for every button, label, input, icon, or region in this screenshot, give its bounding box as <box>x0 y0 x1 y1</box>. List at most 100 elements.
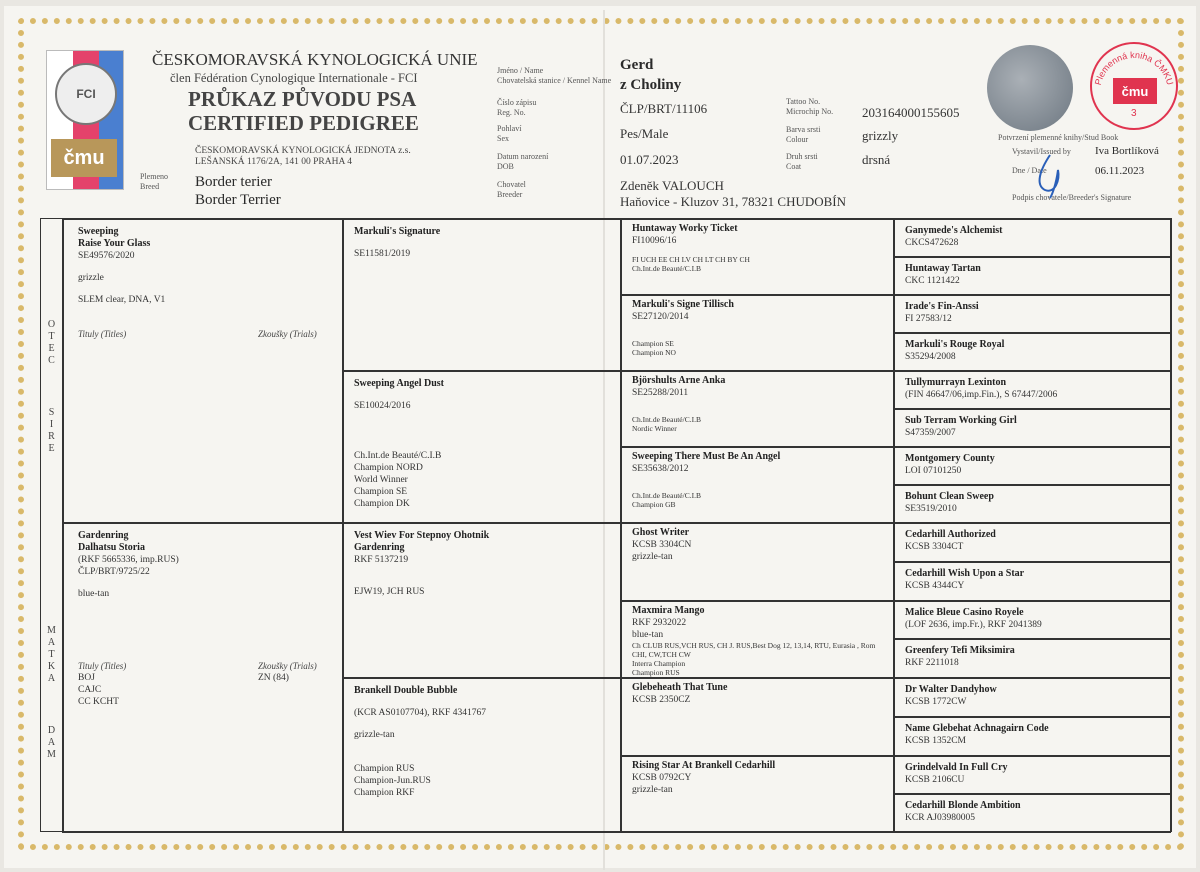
spacer <box>354 238 610 248</box>
ancestor-name: Ganymede's Alchemist <box>905 225 1003 236</box>
ancestor-name: Sweeping Angel Dust <box>354 378 445 389</box>
pedigree-cell-4: Name Glebehat Achnagairn Code KCSB 1352CM <box>894 716 1171 756</box>
title-item: Champion RKF <box>354 788 415 798</box>
cmu-emblem: čmu <box>51 139 117 177</box>
dog-kennel: z Choliny <box>620 77 682 93</box>
ancestor-name: Malice Bleue Casino Royele <box>905 606 1024 618</box>
ancestor-detail: grizzle-tan <box>632 784 673 795</box>
titles-label: Tituly (Titles) <box>78 661 127 671</box>
titles-column: Tituly (Titles) <box>78 328 258 340</box>
issue-date: 06.11.2023 <box>1095 165 1145 177</box>
title-item: Champion DK <box>354 499 410 509</box>
reg-label-cz: Číslo zápisu <box>497 98 537 107</box>
ancestor-titles: Ch CLUB RUS,VCH RUS, CH J. RUS,Best Dog … <box>632 641 883 677</box>
trial-item: ZN (84) <box>258 673 289 683</box>
ancestor-reg: KCSB 1772CW <box>905 697 967 707</box>
ancestor-detail: KCSB 2350CZ <box>632 695 691 705</box>
breed-cz: Border terier <box>195 174 273 190</box>
ancestor-detail: ČLP/BRT/9725/22 <box>78 567 150 577</box>
ancestor-name: Tullymurrayn Lexinton <box>905 377 1007 388</box>
pedigree-cell-1: Sweeping Raise Your Glass SE49576/2020 griz… <box>63 219 343 523</box>
pedigree-cell-4: Grindelvald In Full Cry KCSB 2106CU <box>894 755 1171 795</box>
sex-label-cz: Pohlaví <box>497 124 522 133</box>
title-item: Champion RUS <box>632 667 680 677</box>
reg-label-en: Reg. No. <box>497 108 526 117</box>
ancestor-reg: KCSB 4344CY <box>905 580 965 591</box>
pedigree-cell-2: Sweeping Angel Dust SE10024/2016 Ch.Int.de… <box>343 371 621 523</box>
ornamental-border <box>18 18 1184 850</box>
ancestor-reg: KCSB 3304CT <box>905 542 964 552</box>
pedigree-cell-4: Bohunt Clean Sweep SE3519/2010 <box>894 485 1171 523</box>
dob-label-en: DOB <box>497 162 514 171</box>
trials-label: Zkoušky (Trials) <box>258 661 317 671</box>
ancestor-name: Dr Walter Dandyhow <box>905 684 997 695</box>
ancestor-reg: (FIN 46647/06,imp.Fin.), S 67447/2006 <box>905 390 1058 400</box>
name-label-en: Chovatelská stanice / Kennel Name <box>497 76 612 85</box>
dog-sex: Pes/Male <box>620 126 669 141</box>
ancestor-reg: RKF 2211018 <box>905 658 959 669</box>
titles-trials: Tituly (Titles) Zkoušky (Trials) <box>78 328 328 340</box>
pedigree-cell-4: Montgomery County LOI 07101250 <box>894 447 1171 485</box>
pedigree-cell-3: Björshults Arne Anka SE25288/2011 Ch.Int.d… <box>621 371 894 447</box>
title-item: Ch.Int.de Beauté/C.I.B <box>632 264 701 273</box>
coat-value: drsná <box>862 152 891 167</box>
breed-en: Border Terrier <box>195 192 281 208</box>
issuer-line2: LEŠANSKÁ 1176/2A, 141 00 PRAHA 4 <box>195 157 352 167</box>
ancestor-reg: CKCS472628 <box>905 238 959 248</box>
ancestor-detail: SE49576/2020 <box>78 251 135 261</box>
title-item: Champion-Jun.RUS <box>354 776 431 786</box>
title-item: Ch.Int.de Beauté/C.I.B <box>354 451 442 461</box>
ancestor-name: Maxmira Mango <box>632 604 705 616</box>
fci-cmu-logo: FCI čmu <box>46 50 124 190</box>
pedigree-cell-4: Greenfery Tefi Miksimira RKF 2211018 <box>894 639 1171 678</box>
title-item: Ch.Int.de Beauté/C.I.B <box>632 415 701 424</box>
ancestor-name: Sweeping <box>78 226 119 237</box>
title-item: FI UCH EE CH LV CH LT CH BY CH <box>632 255 750 264</box>
stamp-logo: čmu <box>1113 78 1157 104</box>
ancestor-reg: KCSB 2106CU <box>905 774 965 785</box>
ancestor-detail: EJW19, JCH RUS <box>354 587 425 597</box>
ancestor-reg: S35294/2008 <box>905 352 956 362</box>
ancestor-detail: RKF 5137219 <box>354 555 409 565</box>
sex-label-en: Sex <box>497 134 509 143</box>
pedigree-cell-4: Dr Walter Dandyhow KCSB 1772CW <box>894 678 1171 717</box>
breed-label-cz: Plemeno <box>140 172 168 181</box>
titles-trials: Tituly (Titles) BOJ CAJC CC KCHT Zkoušky (Tr… <box>78 660 328 708</box>
ancestor-reg: CKC 1121422 <box>905 276 960 286</box>
ancestor-detail: grizzle <box>78 273 104 283</box>
ancestor-titles: Ch.Int.de Beauté/C.I.B Champion NORD World… <box>354 450 610 510</box>
ancestor-detail: blue-tan <box>632 629 664 640</box>
name-label-cz: Jméno / Name <box>497 66 544 75</box>
title-item: Champion RUS <box>354 764 415 774</box>
ancestor-reg: FI 27583/12 <box>905 314 952 324</box>
ancestor-detail: blue-tan <box>78 589 110 599</box>
side-label-cz: O T E C <box>47 319 56 366</box>
pedigree-cell-4: Tullymurrayn Lexinton (FIN 46647/06,imp.F… <box>894 371 1171 409</box>
side-label-dam: M A T K A D A M <box>41 523 63 833</box>
ancestor-titles: Champion SE Champion NO <box>632 339 883 357</box>
ancestor-name: Cedarhill Wish Upon a Star <box>905 567 1025 579</box>
ancestor-titles: FI UCH EE CH LV CH LT CH BY CH Ch.Int.de … <box>632 255 883 273</box>
breeder-name: Zdeněk VALOUCH <box>620 178 724 193</box>
ancestor-name: Grindelvald In Full Cry <box>905 761 1008 773</box>
ancestor-reg: LOI 07101250 <box>905 466 962 476</box>
ancestor-detail: SE25288/2011 <box>632 388 689 398</box>
ancestor-titles: Champion RUS Champion-Jun.RUS Champion RKF <box>354 763 610 799</box>
side-label-en: S I R E <box>48 407 55 454</box>
ancestor-detail: SLEM clear, DNA, V1 <box>78 295 166 305</box>
fci-emblem: FCI <box>55 63 117 125</box>
ancestor-reg: KCSB 1352CM <box>905 735 966 746</box>
stamp-number: 3 <box>1131 108 1137 119</box>
hologram-seal <box>987 45 1073 131</box>
trials-column: Zkoušky (Trials) ZN (84) <box>258 660 317 708</box>
pedigree-cell-4: Sub Terram Working Girl S47359/2007 <box>894 409 1171 447</box>
ancestor-detail: SE10024/2016 <box>354 401 411 411</box>
pedigree-cell-1: Gardenring Dalhatsu Storia (RKF 5665336, i… <box>63 523 343 833</box>
title-item: Nordic Winner <box>632 424 677 433</box>
ancestor-titles: Ch.Int.de Beauté/C.I.B Champion GB <box>632 491 883 509</box>
pedigree-cell-4: Cedarhill Wish Upon a Star KCSB 4344CY <box>894 561 1171 601</box>
title-item: Champion NO <box>632 348 676 357</box>
colour-value: grizzly <box>862 128 899 143</box>
ancestor-name: Sub Terram Working Girl <box>905 415 1017 426</box>
breeder-label-en: Breeder <box>497 190 523 199</box>
